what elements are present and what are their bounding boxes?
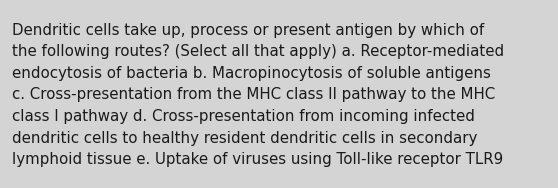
Text: Dendritic cells take up, process or present antigen by which of
the following ro: Dendritic cells take up, process or pres… — [12, 23, 504, 167]
